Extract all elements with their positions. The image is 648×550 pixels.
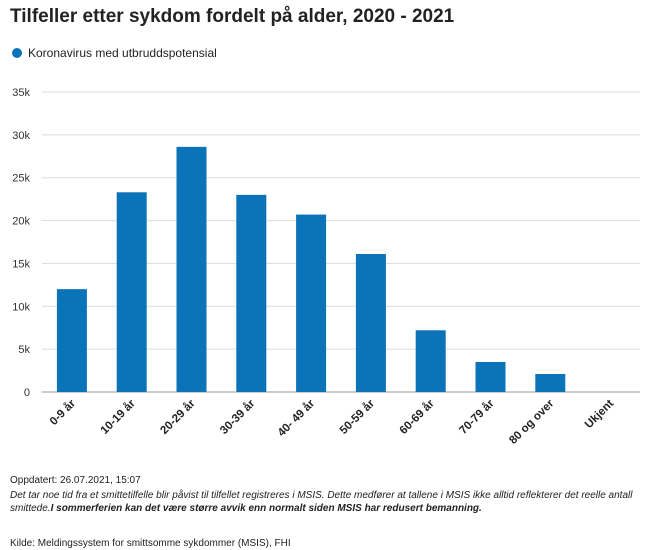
x-tick-label: Ukjent [583, 398, 616, 431]
y-tick-label: 35k [12, 87, 30, 99]
y-tick-label: 5k [18, 344, 30, 356]
bar [176, 146, 207, 392]
disclaimer-note: Det tar noe tid fra et smittetilfelle bl… [10, 489, 635, 515]
x-tick-label: 0-9 år [48, 397, 79, 428]
y-tick-label: 0 [24, 387, 30, 399]
chart: 0 5k 10k 15k 20k 25k 30k 35k 0-9 år 10-19 år 20-29… [12, 87, 640, 447]
legend-dot-icon [12, 48, 22, 58]
updated-text: Oppdatert: 26.07.2021, 15:07 [10, 475, 141, 486]
bar [296, 214, 327, 392]
legend[interactable]: Koronavirus med utbruddspotensial [12, 46, 217, 60]
source-text: Kilde: Meldingssystem for smittsomme syk… [10, 538, 291, 549]
disclaimer-text: Det tar noe tid fra et smittetilfelle bl… [10, 490, 633, 514]
disclaimer-bold-text: I sommerferien kan det være større avvik… [50, 503, 482, 514]
legend-label: Koronavirus med utbruddspotensial [28, 46, 217, 60]
bar [236, 194, 267, 392]
chart-title: Tilfeller etter sykdom fordelt på alder,… [10, 6, 455, 27]
x-tick-label: 50-59 år [338, 397, 378, 437]
y-tick-label: 15k [12, 258, 30, 270]
bar [415, 330, 446, 392]
y-tick-label: 30k [12, 130, 30, 142]
x-tick-label: 80 og over [507, 397, 557, 447]
x-tick-label: 30-39 år [218, 397, 258, 437]
bar [355, 254, 386, 392]
bar [116, 192, 147, 392]
x-tick-label: 60-69 år [398, 397, 438, 437]
y-tick-label: 10k [12, 301, 30, 313]
x-tick-label: 40- 49 år [276, 397, 318, 439]
x-tick-label: 20-29 år [158, 397, 198, 437]
bar [475, 362, 506, 392]
bar [56, 289, 87, 392]
y-tick-label: 20k [12, 216, 30, 228]
x-tick-label: 10-19 år [99, 397, 139, 437]
x-tick-label: 70-79 år [457, 397, 497, 437]
bar [535, 374, 566, 392]
y-tick-label: 25k [12, 173, 30, 185]
